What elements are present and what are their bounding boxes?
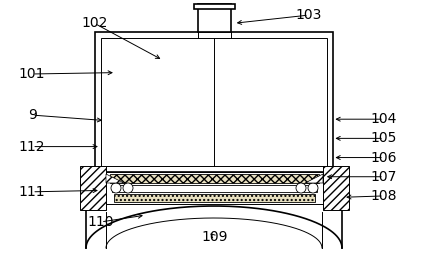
Bar xyxy=(80,166,106,210)
Bar xyxy=(95,32,333,172)
Text: 107: 107 xyxy=(371,170,397,184)
Polygon shape xyxy=(106,174,124,183)
Bar xyxy=(106,172,323,204)
Text: 108: 108 xyxy=(371,189,397,203)
Circle shape xyxy=(296,183,306,193)
Text: 110: 110 xyxy=(88,215,114,229)
Bar xyxy=(110,174,319,183)
Text: 104: 104 xyxy=(371,112,397,126)
Text: 105: 105 xyxy=(371,131,397,145)
Text: 111: 111 xyxy=(19,185,45,199)
Circle shape xyxy=(123,183,133,193)
Text: 109: 109 xyxy=(201,230,228,244)
Bar xyxy=(101,38,327,166)
Polygon shape xyxy=(305,174,323,183)
Bar xyxy=(194,4,235,9)
Bar xyxy=(198,4,231,32)
Bar xyxy=(323,166,349,210)
Text: 9: 9 xyxy=(28,108,36,122)
Text: 102: 102 xyxy=(81,16,108,30)
Text: 112: 112 xyxy=(19,139,45,154)
Text: 103: 103 xyxy=(296,8,322,22)
Circle shape xyxy=(111,183,121,193)
Bar xyxy=(112,185,317,192)
Text: 101: 101 xyxy=(19,67,45,81)
Text: 106: 106 xyxy=(371,150,397,165)
Circle shape xyxy=(308,183,318,193)
Bar xyxy=(114,194,315,202)
